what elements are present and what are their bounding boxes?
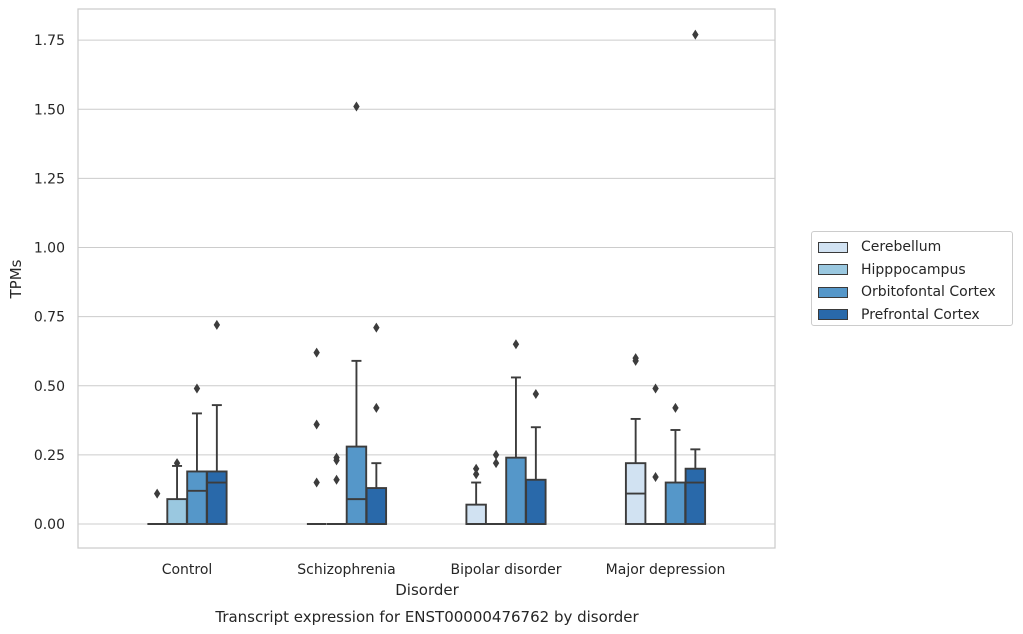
outlier-point — [492, 458, 500, 469]
legend-swatch — [818, 241, 848, 253]
box — [345, 445, 368, 525]
box — [166, 498, 188, 525]
box-group — [684, 29, 707, 525]
legend-item: Prefrontal Cortex — [818, 304, 1012, 327]
legend-label: Hipppocampus — [861, 261, 966, 278]
box-group — [166, 458, 188, 525]
chart-caption: Transcript expression for ENST0000047676… — [214, 608, 639, 626]
outlier-point — [173, 458, 181, 469]
outlier-point — [333, 452, 340, 463]
outlier-point — [692, 29, 699, 40]
y-tick-label: 1.25 — [34, 171, 65, 187]
y-tick-label: 0.50 — [34, 379, 65, 395]
box-group — [186, 383, 208, 525]
outlier-point — [353, 101, 360, 112]
box-group — [365, 322, 388, 525]
x-tick-label: Control — [162, 562, 213, 578]
box — [206, 470, 228, 525]
outlier-point — [313, 347, 320, 358]
box-group — [306, 347, 327, 525]
box-group — [465, 463, 487, 525]
box — [525, 478, 547, 525]
outlier-point — [313, 419, 320, 430]
legend-swatch — [818, 309, 848, 321]
legend-item: Cerebellum — [818, 236, 1012, 259]
x-axis-label: Disorder — [395, 581, 459, 599]
outlier-point — [672, 402, 679, 413]
y-tick-label: 1.00 — [34, 241, 65, 257]
plot-frame — [77, 8, 776, 549]
outlier-point — [652, 383, 659, 394]
outlier-point — [333, 474, 340, 485]
box-group — [645, 383, 666, 525]
box — [365, 487, 388, 525]
outlier-point — [373, 402, 380, 413]
box-group — [505, 339, 527, 525]
y-axis-label: TPMs — [7, 259, 25, 299]
outlier-point — [632, 353, 639, 364]
y-tick-label: 1.50 — [34, 102, 65, 118]
box-group — [345, 101, 368, 525]
outlier-point — [472, 469, 480, 480]
outlier-point — [652, 471, 659, 482]
legend-swatch — [818, 264, 848, 276]
x-tick-label: Bipolar disorder — [450, 562, 561, 578]
box-series — [147, 29, 707, 525]
legend: Cerebellum Hipppocampus Orbitofontal Cor… — [811, 231, 1013, 326]
y-tick-label: 1.75 — [34, 33, 65, 49]
outlier-point — [213, 319, 221, 330]
box-group — [326, 452, 347, 525]
outlier-point — [193, 383, 201, 394]
outlier-point — [472, 463, 480, 474]
box-group — [147, 488, 167, 525]
box — [684, 467, 707, 525]
y-tick-label: 0.25 — [34, 448, 65, 464]
x-tick-label: Major depression — [606, 562, 726, 578]
y-tick-label: 0.00 — [34, 517, 65, 533]
outlier-point — [373, 322, 380, 333]
outlier-point — [153, 488, 161, 499]
outlier-point — [512, 339, 520, 350]
box — [505, 456, 527, 525]
legend-label: Cerebellum — [861, 239, 942, 256]
y-tick-label: 0.75 — [34, 310, 65, 326]
box-group — [624, 353, 647, 525]
outlier-point — [532, 389, 540, 400]
x-tick-label: Schizophrenia — [297, 562, 395, 578]
outlier-point — [313, 477, 320, 488]
legend-item: Hipppocampus — [818, 259, 1012, 282]
box — [186, 470, 208, 525]
gridlines — [78, 39, 775, 525]
box-group — [206, 319, 228, 525]
legend-item: Orbitofontal Cortex — [818, 281, 1012, 304]
box — [664, 481, 687, 525]
box — [465, 503, 487, 525]
tick-labels: 0.00 0.25 0.50 0.75 1.00 1.25 1.50 1.75 Control S… — [34, 33, 726, 578]
legend-label: Prefrontal Cortex — [861, 306, 980, 323]
legend-swatch — [818, 286, 848, 298]
legend-label: Orbitofontal Cortex — [861, 284, 996, 301]
box-group — [486, 449, 506, 525]
outlier-point — [492, 449, 500, 460]
box-group — [664, 402, 687, 525]
box-group — [525, 389, 547, 525]
